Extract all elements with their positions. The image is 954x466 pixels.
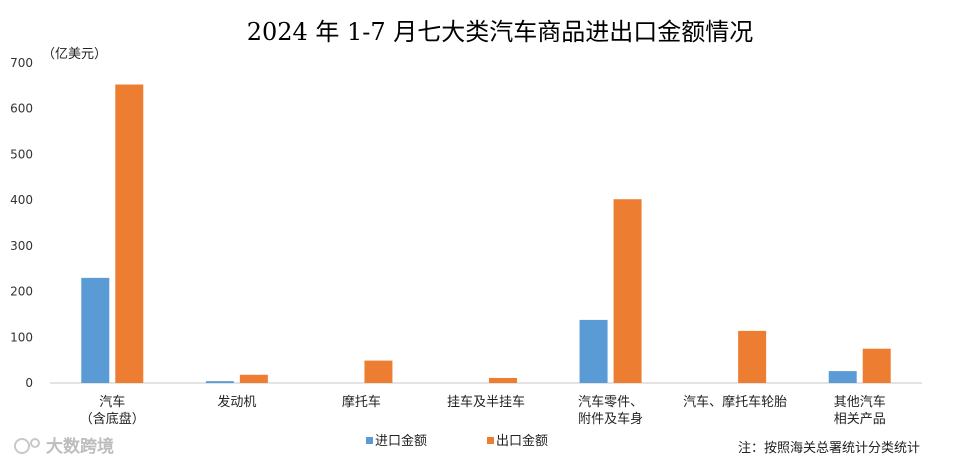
y-tick-label: 500 [10,147,33,161]
x-category-label: 汽车零件、附件及车身 [578,394,643,427]
x-category-label: 汽车、摩托车轮胎 [683,394,787,410]
x-category-label: 其他汽车相关产品 [834,394,886,427]
legend-swatch [487,437,494,444]
import-bar [579,319,608,383]
y-axis: 0 100 200 300 400 500 600 700 [10,56,33,390]
footnote: 注：按照海关总署统计分类统计 [738,441,920,456]
export-bar [862,348,891,383]
watermark-text: 大数跨境 [46,436,114,457]
y-tick-label: 300 [10,239,33,253]
y-tick-label: 700 [10,56,33,70]
export-bar [613,199,642,383]
y-tick-label: 200 [10,285,33,299]
import-bar [81,277,110,383]
y-tick-label: 400 [10,193,33,207]
y-tick-label: 100 [10,330,33,344]
bars [81,84,891,383]
x-axis: 汽车（含底盘） 发动机 摩托车 挂车及半挂车 汽车零件、附件及车身 汽车、摩托车轮胎 其他汽… [50,382,922,427]
watermark: 大数跨境 [14,436,114,457]
chart-title: 2024 年 1-7 月七大类汽车商品进出口金额情况 [247,18,754,46]
x-category-label: 挂车及半挂车 [447,394,525,410]
x-category-label: 摩托车 [342,394,381,410]
export-bar [738,330,767,383]
y-axis-unit: （亿美元） [42,47,107,62]
legend-label: 进口金额 [375,433,427,449]
export-bar [489,377,517,383]
export-bar [115,84,144,383]
x-category-label: 发动机 [217,394,256,410]
y-tick-label: 600 [10,102,33,116]
export-bar [364,360,393,383]
import-bar [205,381,234,383]
legend-label: 出口金额 [496,433,548,449]
export-bar [239,374,268,383]
legend-swatch [366,437,373,444]
y-tick-label: 0 [25,376,33,390]
legend: 进口金额 出口金额 [366,433,548,449]
watermark-logo-dot-icon [30,438,40,448]
x-category-label: 汽车（含底盘） [80,394,145,427]
import-bar [828,371,857,383]
watermark-logo-icon [14,438,30,454]
